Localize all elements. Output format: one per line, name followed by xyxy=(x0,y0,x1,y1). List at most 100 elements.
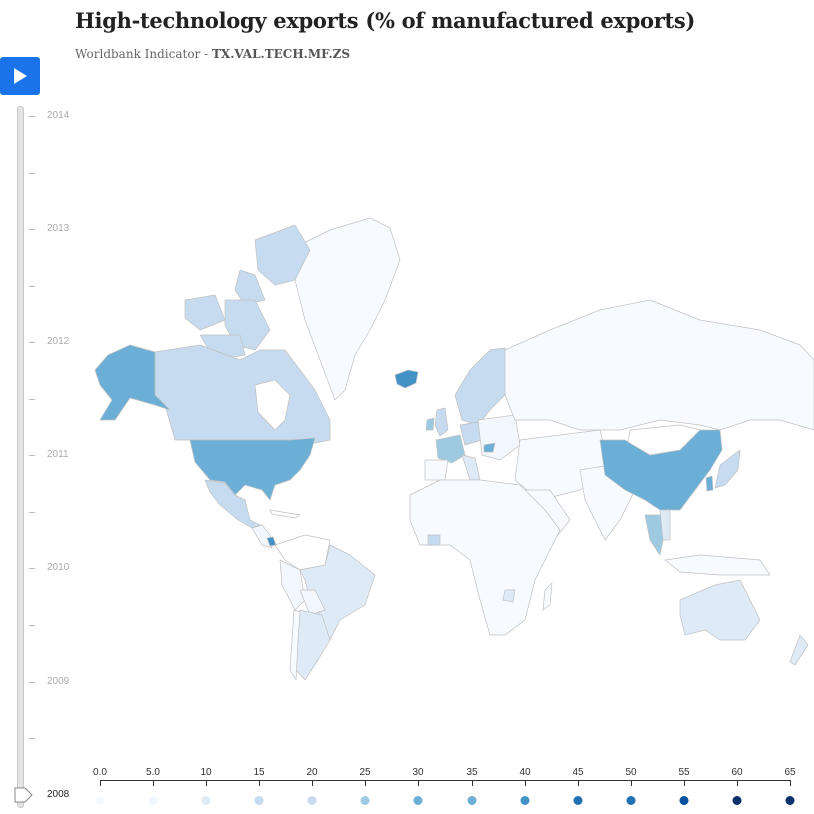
region-russia xyxy=(504,299,814,431)
region-new-zealand xyxy=(789,634,809,666)
legend-tick-label: 45 xyxy=(572,767,584,778)
year-label-2008[interactable]: 2008 xyxy=(47,789,70,800)
region-united-states xyxy=(189,437,316,501)
legend-tick-label: 55 xyxy=(678,767,690,778)
legend-tick-label: 35 xyxy=(466,767,478,778)
legend-tick-label: 25 xyxy=(359,767,371,778)
region-chile xyxy=(289,609,301,680)
legend-swatch xyxy=(732,796,742,805)
year-label-2011[interactable]: 2011 xyxy=(47,449,69,460)
region-japan xyxy=(714,449,741,489)
legend-tick xyxy=(312,780,313,786)
legend-tick-label: 65 xyxy=(784,767,796,778)
region-cote-divoire xyxy=(427,534,441,546)
legend-tick xyxy=(153,780,154,786)
year-label-2009[interactable]: 2009 xyxy=(47,676,70,687)
play-button[interactable] xyxy=(0,57,40,95)
region-australia xyxy=(679,579,761,641)
region-united-kingdom xyxy=(434,407,449,437)
legend-swatch xyxy=(254,796,264,805)
region-eastern-europe xyxy=(477,414,521,461)
legend-tick xyxy=(631,780,632,786)
region-south-korea xyxy=(705,475,714,492)
legend-tick xyxy=(737,780,738,786)
year-minor-tick xyxy=(29,738,35,739)
page-title: High-technology exports (% of manufactur… xyxy=(75,8,696,33)
region-france xyxy=(435,434,466,464)
legend-tick xyxy=(100,780,101,786)
region-africa xyxy=(409,479,561,636)
legend-swatch xyxy=(626,796,636,805)
year-minor-tick xyxy=(29,286,35,287)
indicator-code: TX.VAL.TECH.MF.ZS xyxy=(211,47,351,61)
subtitle-prefix: Worldbank Indicator - xyxy=(75,47,212,61)
legend-tick xyxy=(578,780,579,786)
page-subtitle: Worldbank Indicator - TX.VAL.TECH.MF.ZS xyxy=(75,47,350,61)
legend-tick-label: 15 xyxy=(253,767,265,778)
legend-swatch xyxy=(360,796,370,805)
year-slider-track[interactable] xyxy=(17,106,24,808)
year-tick xyxy=(29,229,35,230)
region-canada-arctic xyxy=(254,224,311,286)
legend-swatch xyxy=(520,796,530,805)
year-label-2012[interactable]: 2012 xyxy=(47,336,70,347)
legend-tick xyxy=(259,780,260,786)
legend-tick xyxy=(525,780,526,786)
year-minor-tick xyxy=(29,625,35,626)
legend-tick-label: 60 xyxy=(731,767,743,778)
legend-swatch xyxy=(413,796,423,805)
year-tick xyxy=(29,116,35,117)
legend-tick-label: 50 xyxy=(625,767,637,778)
play-icon xyxy=(13,68,27,84)
region-norway-sweden-finland xyxy=(454,347,513,426)
year-label-2010[interactable]: 2010 xyxy=(47,562,70,573)
year-tick xyxy=(29,682,35,683)
legend-tick-label: 5.0 xyxy=(146,767,160,778)
legend-tick-label: 40 xyxy=(519,767,531,778)
year-minor-tick xyxy=(29,173,35,174)
legend-swatch xyxy=(201,796,211,805)
year-tick xyxy=(29,455,35,456)
region-peru-ecuador xyxy=(279,559,306,611)
year-minor-tick xyxy=(29,512,35,513)
legend-axis xyxy=(100,780,790,781)
legend-tick xyxy=(684,780,685,786)
year-label-2013[interactable]: 2013 xyxy=(47,223,70,234)
legend-tick xyxy=(418,780,419,786)
region-vietnam xyxy=(659,509,671,541)
year-minor-tick xyxy=(29,399,35,400)
legend-tick-label: 10 xyxy=(200,767,212,778)
year-tick xyxy=(29,568,35,569)
region-ireland xyxy=(425,417,435,431)
legend-swatch xyxy=(307,796,317,805)
legend-tick xyxy=(365,780,366,786)
world-map xyxy=(94,217,814,680)
legend-swatch xyxy=(573,796,583,805)
legend-swatch xyxy=(679,796,689,805)
legend-tick-label: 30 xyxy=(412,767,424,778)
legend-tick xyxy=(206,780,207,786)
color-legend: 0.0 5.0 10 15 20 25 30 35 40 45 50 55 60 65 xyxy=(93,764,796,814)
legend-tick-label: 0.0 xyxy=(93,767,107,778)
region-iceland xyxy=(394,369,419,389)
legend-swatch xyxy=(148,796,158,805)
year-slider-handle[interactable] xyxy=(14,787,34,807)
region-bolivia xyxy=(299,589,326,616)
region-thailand xyxy=(644,514,666,556)
region-zimbabwe xyxy=(502,589,516,603)
year-label-2014[interactable]: 2014 xyxy=(47,110,70,121)
legend-swatch xyxy=(467,796,477,805)
region-hungary xyxy=(483,442,496,453)
legend-swatch xyxy=(95,796,105,805)
legend-tick xyxy=(472,780,473,786)
legend-tick xyxy=(790,780,791,786)
region-indonesia xyxy=(664,554,771,576)
legend-swatch xyxy=(785,796,795,805)
legend-tick-label: 20 xyxy=(306,767,318,778)
region-alaska xyxy=(94,344,171,421)
region-canada xyxy=(154,344,331,446)
year-tick xyxy=(29,342,35,343)
region-mexico xyxy=(204,479,261,529)
region-iberia xyxy=(424,459,449,481)
region-greenland xyxy=(294,217,401,401)
